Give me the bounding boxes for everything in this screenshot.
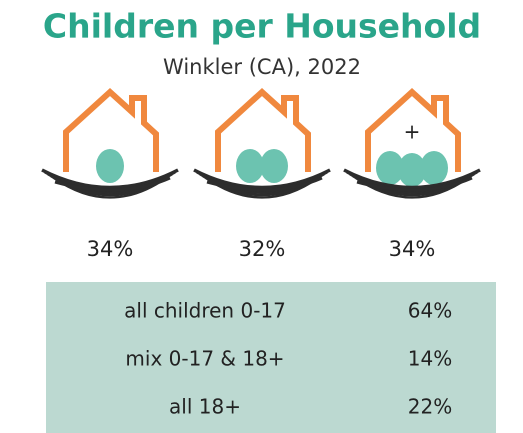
row-value: 64% — [408, 299, 452, 323]
nest-icon: 32% — [194, 92, 330, 261]
egg — [96, 149, 124, 183]
egg — [260, 149, 288, 183]
row-label: all 18+ — [169, 395, 241, 419]
nest-label: 32% — [239, 237, 286, 261]
nest-icon: +34% — [344, 92, 480, 261]
title: Children per Household — [43, 7, 481, 46]
infographic: Children per Household Winkler (CA), 202… — [0, 0, 523, 433]
nest-label: 34% — [389, 237, 436, 261]
row-label: all children 0-17 — [124, 299, 286, 323]
nests: 34% 32% +34% — [42, 92, 480, 261]
egg — [236, 149, 264, 183]
egg — [420, 151, 448, 185]
subtitle: Winkler (CA), 2022 — [163, 55, 361, 79]
house-symbol: + — [404, 120, 421, 144]
row-value: 14% — [408, 347, 452, 371]
nest-icon: 34% — [42, 92, 178, 261]
row-value: 22% — [408, 395, 452, 419]
row-label: mix 0-17 & 18+ — [125, 347, 284, 371]
nest-label: 34% — [87, 237, 134, 261]
